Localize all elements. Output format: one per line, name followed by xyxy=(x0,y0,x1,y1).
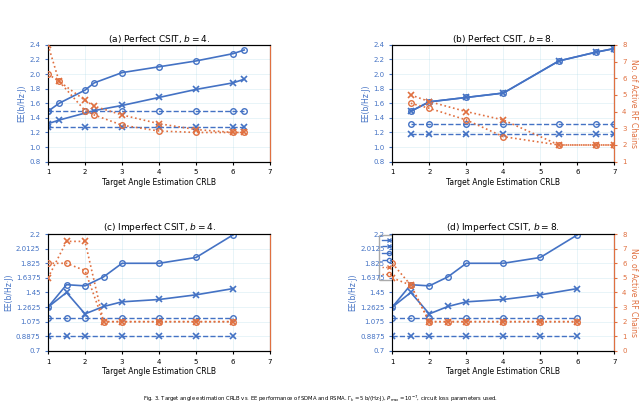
Text: Fig. 3. Target angle estimation CRLB vs. EE performance of SDMA and RSMA. $\Gamm: Fig. 3. Target angle estimation CRLB vs.… xyxy=(143,394,497,404)
X-axis label: Target Angle Estimation CRLB: Target Angle Estimation CRLB xyxy=(446,178,561,187)
Title: (d) Imperfect CSIT, $b = 8$.: (d) Imperfect CSIT, $b = 8$. xyxy=(447,221,560,234)
Y-axis label: No. of Active RF Chains: No. of Active RF Chains xyxy=(628,248,637,337)
Y-axis label: EE(b/Hz·J): EE(b/Hz·J) xyxy=(4,274,13,311)
Y-axis label: EE(b/Hz·J): EE(b/Hz·J) xyxy=(362,84,371,122)
Y-axis label: EE(b/Hz·J): EE(b/Hz·J) xyxy=(17,84,26,122)
Y-axis label: No. of Active RF Chains: No. of Active RF Chains xyxy=(628,59,637,148)
Title: (b) Perfect CSIT, $b = 8$.: (b) Perfect CSIT, $b = 8$. xyxy=(452,33,555,45)
X-axis label: Target Angle Estimation CRLB: Target Angle Estimation CRLB xyxy=(102,367,216,376)
Y-axis label: EE(b/Hz·J): EE(b/Hz·J) xyxy=(348,274,357,311)
Title: (a) Perfect CSIT, $b = 4$.: (a) Perfect CSIT, $b = 4$. xyxy=(108,33,210,45)
Legend: EE, SDMA, EE (no RF chain selection), SDMA, EE, RSMA, EE (no RF chain selection): EE, SDMA, EE (no RF chain selection), SD… xyxy=(380,235,500,280)
Title: (c) Imperfect CSIT, $b = 4$.: (c) Imperfect CSIT, $b = 4$. xyxy=(102,221,216,234)
X-axis label: Target Angle Estimation CRLB: Target Angle Estimation CRLB xyxy=(102,178,216,187)
X-axis label: Target Angle Estimation CRLB: Target Angle Estimation CRLB xyxy=(446,367,561,376)
